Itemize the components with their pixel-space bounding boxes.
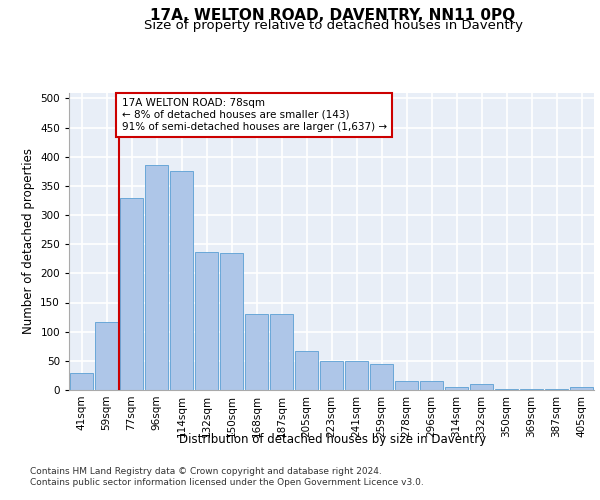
Bar bbox=[195, 252, 218, 390]
Bar bbox=[270, 314, 293, 390]
Bar bbox=[320, 361, 343, 390]
Bar bbox=[395, 381, 418, 390]
Bar bbox=[445, 387, 468, 390]
Bar bbox=[570, 387, 593, 390]
Bar bbox=[370, 364, 393, 390]
Bar bbox=[220, 253, 243, 390]
Bar bbox=[95, 322, 118, 390]
Bar bbox=[295, 351, 318, 390]
Bar bbox=[420, 381, 443, 390]
Text: Size of property relative to detached houses in Daventry: Size of property relative to detached ho… bbox=[143, 18, 523, 32]
Bar bbox=[120, 198, 143, 390]
Y-axis label: Number of detached properties: Number of detached properties bbox=[22, 148, 35, 334]
Bar bbox=[245, 314, 268, 390]
Text: 17A, WELTON ROAD, DAVENTRY, NN11 0PQ: 17A, WELTON ROAD, DAVENTRY, NN11 0PQ bbox=[151, 8, 515, 22]
Text: Contains HM Land Registry data © Crown copyright and database right 2024.
Contai: Contains HM Land Registry data © Crown c… bbox=[30, 468, 424, 487]
Bar bbox=[170, 171, 193, 390]
Bar bbox=[145, 166, 168, 390]
Text: 17A WELTON ROAD: 78sqm
← 8% of detached houses are smaller (143)
91% of semi-det: 17A WELTON ROAD: 78sqm ← 8% of detached … bbox=[121, 98, 386, 132]
Bar bbox=[345, 362, 368, 390]
Text: Distribution of detached houses by size in Daventry: Distribution of detached houses by size … bbox=[179, 432, 487, 446]
Bar bbox=[70, 373, 93, 390]
Bar bbox=[470, 384, 493, 390]
